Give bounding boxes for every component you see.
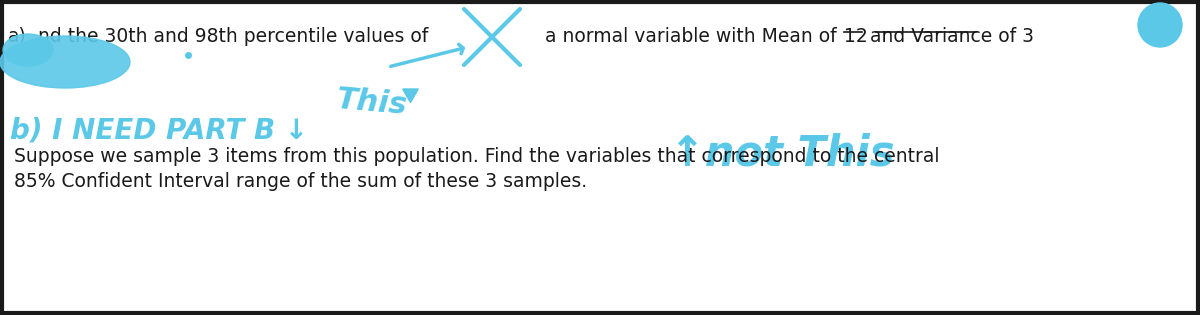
- Text: 85% Confident Interval range of the sum of these 3 samples.: 85% Confident Interval range of the sum …: [14, 172, 587, 191]
- Circle shape: [1138, 3, 1182, 47]
- Ellipse shape: [2, 34, 53, 66]
- Text: This: This: [335, 85, 408, 120]
- Text: and Variance of 3: and Variance of 3: [864, 27, 1034, 46]
- Text: a normal variable with Mean of: a normal variable with Mean of: [545, 27, 836, 46]
- Text: ↑not This: ↑not This: [670, 133, 894, 175]
- Text: Suppose we sample 3 items from this population. Find the variables that correspo: Suppose we sample 3 items from this popu…: [14, 147, 940, 166]
- Text: 12: 12: [844, 27, 868, 46]
- Ellipse shape: [0, 36, 130, 88]
- Text: a): a): [8, 27, 26, 46]
- Text: nd the 30th and 98th percentile values of: nd the 30th and 98th percentile values o…: [38, 27, 428, 46]
- Text: b) I NEED PART B ↓: b) I NEED PART B ↓: [10, 117, 308, 145]
